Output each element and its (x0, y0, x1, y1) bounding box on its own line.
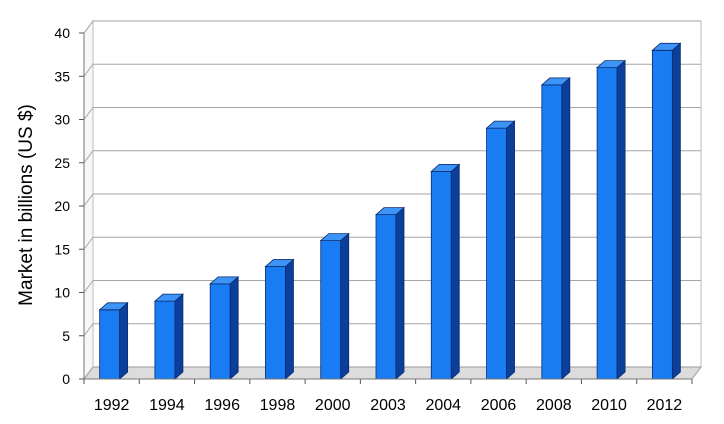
bar-side (616, 59, 626, 380)
bar-front (265, 266, 286, 380)
bar-front (430, 170, 452, 380)
bar-side (229, 275, 239, 380)
x-tick-label: 2012 (647, 397, 683, 414)
bar-top (596, 60, 627, 68)
bar-top (264, 259, 295, 267)
bars (98, 42, 682, 380)
bar-front (596, 67, 618, 380)
bar-top (430, 163, 461, 172)
bar (540, 77, 571, 380)
bar (485, 120, 516, 380)
bar (153, 293, 184, 380)
x-tick-label: 1992 (94, 397, 130, 414)
bar-side (119, 301, 129, 380)
y-tick-label: 30 (54, 112, 70, 128)
x-tick-label: 2008 (536, 397, 572, 414)
bar-top (319, 233, 350, 242)
bar (264, 258, 295, 380)
bar-front (541, 84, 563, 380)
gridline (83, 107, 701, 120)
bar-front (651, 49, 673, 380)
bar-side (174, 293, 184, 380)
bar-top (651, 42, 682, 51)
bar-front (154, 300, 176, 380)
y-tick-label: 35 (54, 68, 70, 84)
bar-top (98, 302, 129, 311)
bar-top (153, 293, 184, 302)
x-axis-ticks: 1992 1994 1996 1998 2000 2003 2004 2006 2008 2010… (83, 378, 693, 414)
y-tick-label: 0 (62, 371, 70, 387)
y-tick-label: 10 (54, 285, 70, 301)
bar (596, 59, 627, 380)
x-tick-label: 2010 (591, 397, 627, 414)
y-axis-label: Market in billions (US $) (16, 104, 37, 306)
bar-front (486, 127, 507, 380)
bar-side (340, 232, 350, 380)
y-tick-label: 5 (62, 328, 70, 344)
y-tick-label: 40 (54, 25, 70, 41)
bar (374, 206, 406, 380)
bar-side (395, 206, 405, 380)
bar (651, 42, 682, 380)
bar-side (450, 163, 460, 380)
bar-top (485, 120, 516, 129)
bar-top (374, 207, 406, 216)
bar-side (506, 120, 515, 380)
bar-top (540, 77, 571, 86)
bar (209, 275, 240, 380)
bar-front (209, 283, 231, 380)
x-tick-label: 2006 (481, 397, 517, 414)
bar (319, 232, 350, 380)
bar-front (375, 214, 397, 380)
y-tick-label: 25 (54, 155, 70, 171)
bar-side (561, 77, 571, 380)
bar-side (285, 258, 294, 380)
bar (430, 163, 461, 380)
gridline (83, 63, 701, 77)
x-tick-label: 1994 (149, 397, 185, 414)
x-tick-label: 2004 (425, 397, 461, 414)
bar-top (209, 276, 240, 285)
x-tick-label: 2000 (315, 397, 351, 414)
gridline (83, 20, 701, 34)
x-tick-label: 1996 (204, 397, 240, 414)
y-axis-ticks: 0 5 10 15 20 25 30 35 40 (54, 25, 85, 387)
bar (98, 301, 129, 380)
bar-front (99, 309, 121, 380)
x-tick-label: 2003 (370, 397, 406, 414)
y-tick-label: 15 (54, 241, 70, 257)
y-tick-label: 20 (54, 198, 70, 214)
x-tick-label: 1998 (260, 397, 296, 414)
bar-side (671, 42, 681, 380)
bar-front (320, 240, 342, 380)
